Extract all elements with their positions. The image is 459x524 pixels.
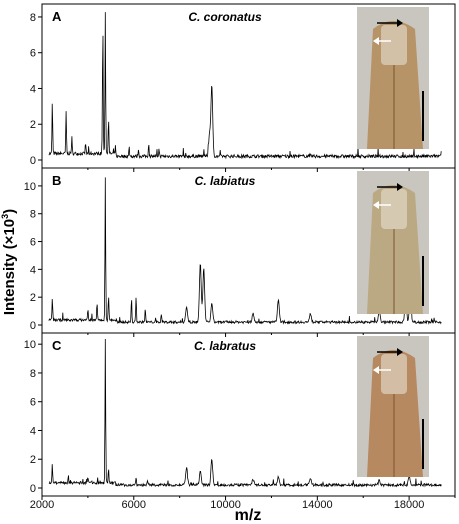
y-tick-label: 8	[30, 12, 36, 24]
buccal-capsule	[381, 25, 407, 65]
x-tick-label: 14000	[302, 499, 333, 511]
panel-frame	[41, 332, 456, 497]
y-tick-label: 0	[30, 155, 36, 167]
arrow-white-head	[373, 366, 379, 374]
panel-letter: C	[52, 338, 62, 353]
arrow-white-head	[373, 37, 379, 45]
buccal-capsule	[381, 354, 407, 394]
y-tick-label: 10	[24, 181, 36, 193]
y-tick-label: 6	[30, 397, 36, 409]
species-label: C. coronatus	[188, 10, 262, 24]
panel-letter: B	[52, 173, 61, 188]
spectrum-line	[48, 177, 442, 325]
y-tick-label: 4	[30, 425, 36, 437]
y-tick-label: 10	[24, 339, 36, 351]
species-label: C. labratus	[194, 339, 256, 353]
y-tick-label: 4	[30, 264, 36, 276]
arrow-black-head	[397, 348, 403, 356]
y-axis-title-main: Intensity (×10	[1, 219, 18, 315]
x-tick-label: 6000	[122, 499, 146, 511]
panel-letter: A	[52, 9, 62, 24]
panel-a: 0 2 4 6 8 A C. coronatus	[30, 3, 456, 172]
y-axis-title: Intensity (×103)	[0, 209, 18, 315]
y-tick-label: 0	[30, 320, 36, 332]
spectrum-line	[48, 338, 442, 488]
arrow-black-head	[397, 183, 403, 191]
x-tick-label: 2000	[30, 499, 54, 511]
y-tick-label: 2	[30, 292, 36, 304]
buccal-capsule	[381, 189, 407, 229]
y-tick-label: 0	[30, 483, 36, 495]
y-tick-label: 2	[30, 454, 36, 466]
arrow-black-head	[397, 19, 403, 27]
y-tick-label: 6	[30, 237, 36, 249]
species-label: C. labiatus	[195, 174, 256, 188]
x-axis-title: m/z	[235, 507, 262, 524]
y-tick-label: 8	[30, 209, 36, 221]
panel-b: 0 2 4 6 8 10 B C. labiatus	[24, 167, 456, 337]
y-axis-title-close: )	[1, 209, 18, 214]
y-axis-title-sup: 3	[0, 214, 10, 219]
x-tick-label: 10000	[210, 499, 241, 511]
arrow-white-head	[373, 201, 379, 209]
y-tick-label: 6	[30, 48, 36, 60]
y-tick-label: 4	[30, 83, 36, 95]
x-tick-label: 18000	[394, 499, 425, 511]
y-tick-label: 8	[30, 368, 36, 380]
micrograph-image	[357, 171, 429, 314]
panel-c: 0 2 4 6 8 10 C C. labratus	[24, 332, 456, 500]
micrograph-image	[357, 336, 429, 477]
spectrum-line	[48, 12, 442, 160]
micrograph-image	[357, 7, 429, 149]
y-tick-label: 2	[30, 119, 36, 131]
